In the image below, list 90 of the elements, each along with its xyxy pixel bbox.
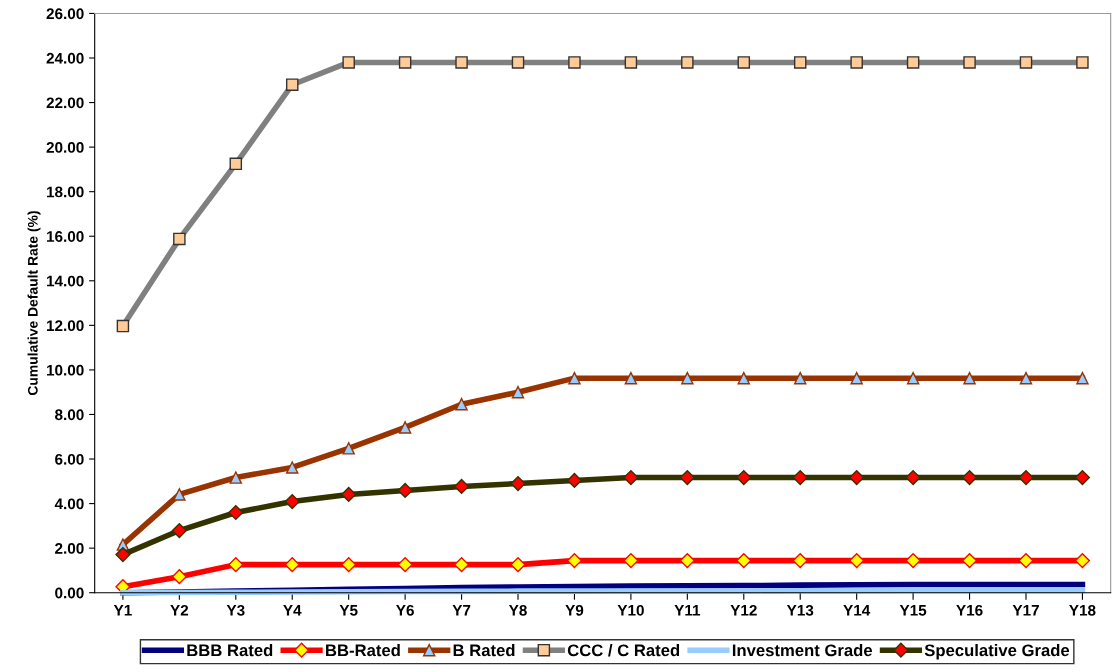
point: [341, 557, 357, 573]
point: [792, 553, 808, 569]
point: [455, 397, 468, 411]
point: [961, 469, 978, 486]
x-tick-label: Y16: [956, 604, 983, 616]
point: [624, 371, 638, 385]
legend-label: B Rated: [453, 643, 515, 657]
point: [284, 557, 300, 573]
point: [566, 472, 583, 488]
y-tick-label: 14.00: [47, 275, 84, 287]
point: [849, 553, 865, 569]
x-tick-label: Y10: [617, 604, 644, 616]
point: [906, 371, 920, 385]
legend-label: CCC / C Rated: [567, 643, 680, 657]
point: [285, 461, 299, 474]
y-tick-label: 6.00: [55, 453, 84, 465]
y-tick-label: 8.00: [55, 409, 84, 421]
y-tick-label: 22.00: [46, 97, 84, 109]
point: [568, 371, 581, 385]
point: [228, 557, 244, 573]
y-tick-label: 12.00: [47, 320, 84, 332]
point: [905, 469, 921, 486]
point: [511, 385, 525, 399]
point: [1018, 469, 1034, 486]
y-tick-label: 26.00: [46, 8, 84, 20]
point: [341, 486, 357, 503]
point: [1019, 371, 1033, 385]
x-tick-label: Y5: [339, 605, 358, 616]
x-tick-label: Y6: [396, 604, 414, 616]
legend-label: Investment Grade: [732, 643, 873, 657]
point: [171, 569, 187, 585]
point: [1018, 553, 1034, 569]
y-tick-label: 4.00: [54, 498, 84, 510]
point: [342, 442, 355, 455]
y-tick-label: 0.00: [55, 587, 84, 599]
point: [623, 553, 639, 569]
x-tick-label: Y7: [452, 605, 471, 616]
x-tick-label: Y15: [899, 605, 927, 616]
x-tick-label: Y13: [786, 604, 814, 616]
x-tick-label: Y18: [1069, 604, 1096, 616]
x-tick-label: Y12: [730, 604, 757, 616]
point: [566, 553, 583, 569]
point: [905, 553, 921, 569]
x-tick-label: Y3: [226, 604, 245, 616]
x-tick-label: Y9: [565, 604, 584, 616]
point: [397, 482, 413, 499]
point: [284, 494, 300, 510]
point: [1074, 469, 1091, 486]
point: [736, 553, 752, 569]
point: [679, 469, 695, 486]
point: [961, 553, 978, 569]
point: [736, 469, 752, 486]
x-tick-label: Y4: [283, 605, 302, 616]
y-tick-label: 24.00: [46, 52, 84, 64]
point: [737, 371, 751, 385]
point: [115, 547, 131, 563]
point: [849, 469, 865, 486]
point: [171, 522, 187, 539]
point: [510, 475, 526, 492]
point: [510, 557, 526, 573]
legend-label: BBB Rated: [187, 643, 273, 657]
legend-label: BB-Rated: [326, 643, 400, 657]
point: [792, 469, 808, 486]
point: [963, 371, 976, 385]
point: [453, 557, 470, 573]
point: [453, 478, 470, 495]
x-tick-label: Y14: [843, 605, 871, 616]
point: [397, 557, 413, 573]
y-tick-label: 18.00: [47, 186, 84, 198]
x-tick-label: Y2: [170, 604, 189, 616]
point: [681, 371, 694, 385]
y-tick-label: 16.00: [47, 231, 84, 242]
x-tick-label: Y17: [1012, 605, 1039, 616]
point: [850, 371, 863, 385]
y-tick-label: 20.00: [46, 141, 84, 153]
point: [679, 553, 695, 569]
y-tick-label: 2.00: [55, 543, 84, 554]
y-axis-title: Cumulative Default Rate (%): [27, 211, 41, 396]
x-tick-label: Y1: [113, 605, 132, 616]
point: [1074, 553, 1091, 569]
legend-label: Speculative Grade: [924, 643, 1070, 660]
point: [229, 471, 243, 484]
point: [793, 371, 807, 385]
x-tick-label: Y8: [508, 604, 527, 616]
x-tick-label: Y11: [674, 605, 701, 616]
point: [398, 421, 412, 434]
y-tick-label: 10.00: [47, 364, 84, 376]
point: [1076, 371, 1089, 385]
point: [623, 469, 639, 486]
point: [228, 504, 244, 521]
